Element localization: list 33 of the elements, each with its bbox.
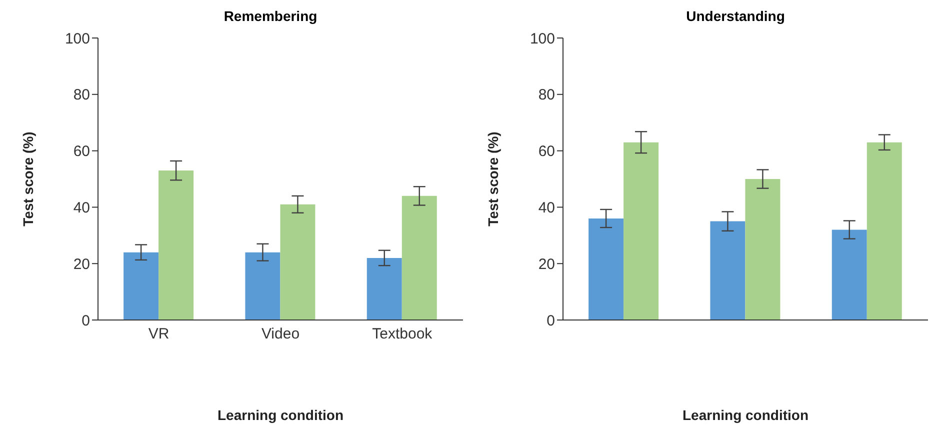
y-tick-label: 80: [538, 86, 555, 104]
y-tick-label: 60: [538, 143, 555, 160]
y-axis-title: Test score (%): [484, 132, 501, 226]
y-tick-label: 20: [538, 256, 555, 273]
x-tick-label: VR: [148, 326, 170, 343]
bar: [745, 179, 780, 320]
y-tick-label: 60: [73, 143, 90, 160]
x-axis-title: Learning condition: [682, 407, 808, 423]
x-tick-label: Video: [261, 326, 300, 343]
y-tick-label: 0: [82, 312, 90, 330]
bar: [624, 142, 659, 320]
y-tick-label: 0: [546, 312, 555, 330]
bar: [245, 252, 280, 320]
y-tick-label: 40: [538, 200, 555, 217]
chart-title: Understanding: [685, 8, 786, 26]
y-tick-label: 80: [73, 86, 90, 104]
bar: [866, 142, 902, 320]
bar: [366, 258, 402, 320]
bar: [710, 221, 746, 320]
y-tick-label: 100: [64, 30, 90, 48]
y-tick-label: 100: [530, 30, 555, 48]
x-tick-label: Textbook: [372, 326, 433, 343]
bar: [588, 218, 624, 320]
bar: [280, 204, 316, 320]
bar: [124, 252, 159, 320]
x-axis-title: Learning condition: [218, 407, 344, 423]
bar: [158, 170, 194, 320]
y-tick-label: 20: [73, 256, 90, 273]
y-tick-label: 40: [73, 200, 90, 217]
bar: [832, 230, 867, 320]
bar: [402, 196, 437, 320]
y-axis-title: Test score (%): [20, 132, 36, 226]
chart-title: Remembering: [222, 8, 318, 26]
